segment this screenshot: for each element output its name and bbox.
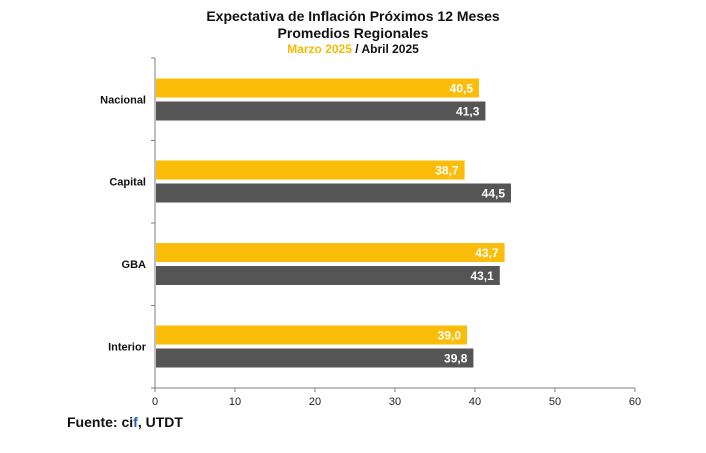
data-label: 39,0 [438, 329, 462, 343]
x-tick-label: 20 [309, 396, 321, 408]
source-note: Fuente: cif, UTDT [67, 414, 183, 430]
category-label: Nacional [100, 95, 146, 107]
source-cif-f: f [133, 414, 138, 430]
data-label: 43,7 [475, 246, 499, 260]
x-tick-label: 10 [229, 396, 241, 408]
bar-abril [156, 348, 474, 368]
bar-abril [156, 266, 500, 285]
category-label: Capital [109, 177, 146, 189]
category-label: GBA [122, 259, 147, 271]
data-label: 39,8 [444, 352, 468, 366]
data-label: 41,3 [456, 105, 480, 119]
source-cif-c: ci [121, 414, 134, 430]
bar-marzo [156, 325, 467, 345]
period-april: / Abril 2025 [351, 42, 419, 56]
data-label: 44,5 [482, 187, 506, 201]
data-label: 43,1 [470, 269, 494, 283]
chart-subtitle: Promedios Regionales [277, 25, 429, 41]
bar-abril [156, 101, 486, 121]
x-tick-label: 50 [549, 396, 561, 408]
x-tick-label: 30 [389, 396, 401, 408]
source-suffix: , UTDT [137, 414, 183, 430]
x-tick-label: 40 [469, 396, 481, 408]
chart-period: Marzo 2025 / Abril 2025 [0, 42, 706, 57]
period-march: Marzo 2025 [287, 42, 352, 56]
category-label: Interior [108, 342, 147, 354]
chart-title-block: Expectativa de Inflación Próximos 12 Mes… [0, 8, 706, 57]
chart-title: Expectativa de Inflación Próximos 12 Mes… [206, 8, 500, 24]
source-prefix: Fuente: [67, 414, 122, 430]
bar-marzo [156, 78, 479, 98]
x-tick-label: 60 [629, 396, 641, 408]
data-label: 38,7 [435, 164, 459, 178]
x-tick-label: 0 [152, 396, 158, 408]
bar-marzo [156, 160, 465, 180]
bar-marzo [156, 243, 505, 262]
bar-abril [156, 183, 511, 203]
data-label: 40,5 [450, 82, 474, 96]
